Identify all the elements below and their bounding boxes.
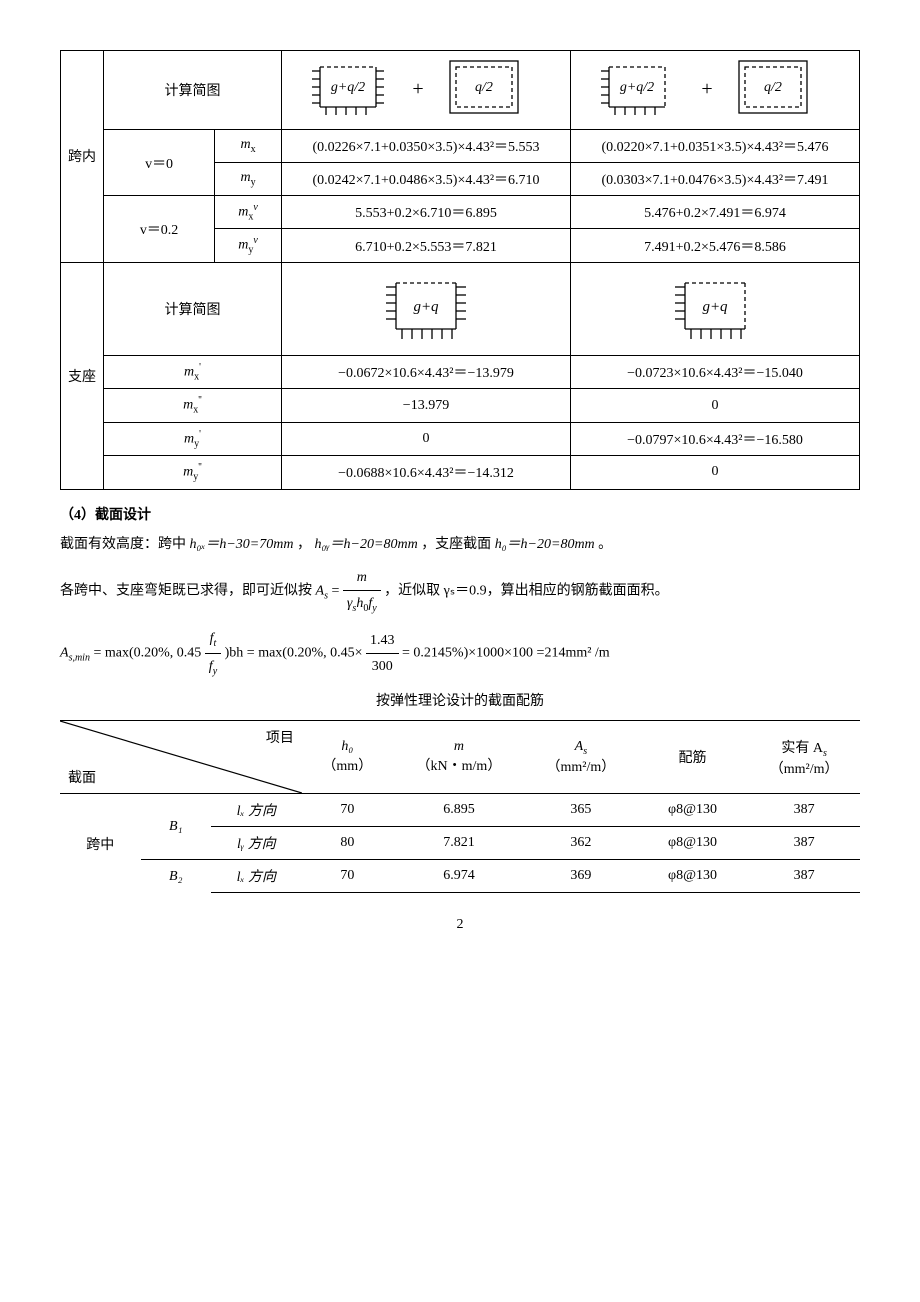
mxv-a: 5.553+0.2×6.710＝6.895: [282, 196, 571, 229]
rebar-table: 项目 截面 h₀ （mm） m （kN・m/m） As （mm²/m） 配筋 实…: [60, 720, 860, 893]
row2-h0: 80: [302, 827, 393, 860]
row3-h0: 70: [302, 860, 393, 893]
hdr-h0: h₀ （mm）: [302, 721, 393, 794]
my2-label: my'': [104, 456, 282, 489]
row2-rebar: φ8@130: [637, 827, 749, 860]
row-b1: B₁: [141, 794, 211, 860]
calc-diagram-label: 计算简图: [104, 51, 282, 130]
hdr-rebar: 配筋: [637, 721, 749, 794]
hdr-act-as: 实有 As （mm²/m）: [748, 721, 860, 794]
my1-b: −0.0797×10.6×4.43²＝−16.580: [571, 422, 860, 455]
row1-as: 365: [525, 794, 637, 827]
mx1-a: −0.0672×10.6×4.43²＝−13.979: [282, 355, 571, 388]
my1-label: my': [104, 422, 282, 455]
mx2-a: −13.979: [282, 389, 571, 422]
section4-heading: （4）截面设计: [60, 504, 860, 524]
row3-act: 387: [748, 860, 860, 893]
section4-line1: 截面有效高度：跨中 h₀ₓ＝h−30=70mm ， h₀ᵧ＝h−20=80mm …: [60, 532, 860, 557]
my-a: (0.0242×7.1+0.0486×3.5)×4.43²＝6.710: [282, 163, 571, 196]
row1-m: 6.895: [393, 794, 525, 827]
diagram-d: g+q: [571, 262, 860, 355]
rowhead-span1: 跨内: [61, 51, 104, 263]
myv-label: myv: [215, 229, 282, 262]
svg-text:+: +: [412, 78, 423, 100]
row2-as: 362: [525, 827, 637, 860]
row3-as: 369: [525, 860, 637, 893]
mxv-b: 5.476+0.2×7.491＝6.974: [571, 196, 860, 229]
svg-text:g+q/2: g+q/2: [620, 80, 654, 95]
mx-a: (0.0226×7.1+0.0350×3.5)×4.43²＝5.553: [282, 130, 571, 163]
section4-line2: 各跨中、支座弯矩既已求得，即可近似按 As = m γsh0fy ，近似取 γₛ…: [60, 565, 860, 618]
v02-label: v＝0.2: [104, 196, 215, 263]
mxv-label: mxv: [215, 196, 282, 229]
page-number: 2: [60, 917, 860, 933]
my-label: my: [215, 163, 282, 196]
mx2-b: 0: [571, 389, 860, 422]
mx-b: (0.0220×7.1+0.0351×3.5)×4.43²＝5.476: [571, 130, 860, 163]
my2-b: 0: [571, 456, 860, 489]
rowhead-span2: 支座: [61, 262, 104, 489]
my1-a: 0: [282, 422, 571, 455]
svg-text:q/2: q/2: [475, 80, 493, 95]
table2-caption: 按弹性理论设计的截面配筋: [60, 690, 860, 710]
calc-diagram-label-2: 计算简图: [104, 262, 282, 355]
calculation-table: 跨内 计算简图 g+q/2 +: [60, 50, 860, 490]
row1-lx: lₓ 方向: [211, 794, 302, 827]
row-b2: B₂: [141, 860, 211, 893]
row2-act: 387: [748, 827, 860, 860]
diagram-b: g+q/2 + q/2: [571, 51, 860, 130]
hdr-m: m （kN・m/m）: [393, 721, 525, 794]
myv-b: 7.491+0.2×5.476＝8.586: [571, 229, 860, 262]
row1-h0: 70: [302, 794, 393, 827]
svg-text:g+q: g+q: [413, 299, 439, 315]
svg-text:g+q: g+q: [702, 299, 728, 315]
mx1-label: mx': [104, 355, 282, 388]
row-span-midspan: 跨中: [60, 794, 141, 893]
diagram-c: g+q: [282, 262, 571, 355]
row2-m: 7.821: [393, 827, 525, 860]
row3-m: 6.974: [393, 860, 525, 893]
hdr-diag: 项目 截面: [60, 721, 302, 794]
mx1-b: −0.0723×10.6×4.43²＝−15.040: [571, 355, 860, 388]
my2-a: −0.0688×10.6×4.43²＝−14.312: [282, 456, 571, 489]
my-b: (0.0303×7.1+0.0476×3.5)×4.43²＝7.491: [571, 163, 860, 196]
diagram-a: g+q/2 + q/2: [282, 51, 571, 130]
mx2-label: mx'': [104, 389, 282, 422]
hdr-as: As （mm²/m）: [525, 721, 637, 794]
row1-act: 387: [748, 794, 860, 827]
row3-rebar: φ8@130: [637, 860, 749, 893]
myv-a: 6.710+0.2×5.553＝7.821: [282, 229, 571, 262]
svg-text:q/2: q/2: [764, 80, 782, 95]
mx-label: mx: [215, 130, 282, 163]
section4-line3: As,min = max(0.20%, 0.45 ft fy )bh = max…: [60, 626, 860, 681]
svg-text:+: +: [701, 78, 712, 100]
row3-lx: lₓ 方向: [211, 860, 302, 893]
row1-rebar: φ8@130: [637, 794, 749, 827]
svg-text:g+q/2: g+q/2: [331, 80, 365, 95]
row2-ly: lᵧ 方向: [211, 827, 302, 860]
v0-label: v＝0: [104, 130, 215, 196]
